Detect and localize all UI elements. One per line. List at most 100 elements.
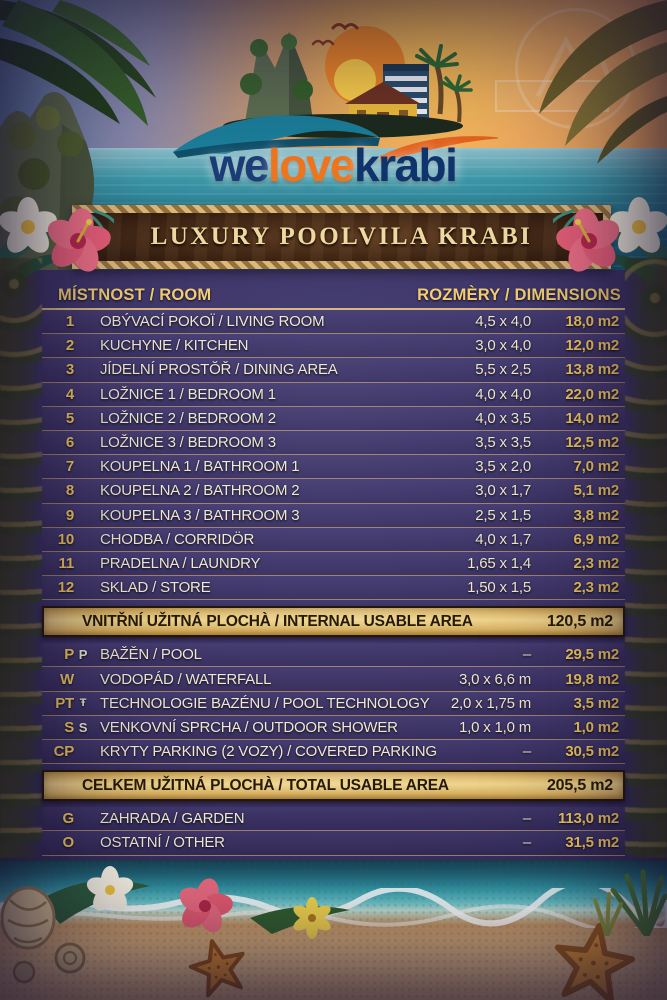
row-name: LOŽNICE 2 / BEDROOM 2 [100,409,276,427]
row-id: 9 [65,506,74,524]
row-dimensions: 4,0 x 4,0 [475,385,531,403]
row-area: 3,8 m2 [573,506,620,524]
row-name: OBÝVACÍ POKOÏ / LIVING ROOM [100,313,325,331]
row-id: 4 [65,385,74,403]
table-row: O OSTATNÍ / OTHER – 31,5 m2 [42,831,625,856]
row-dimensions: 3,0 x 1,7 [475,482,531,500]
beach-scene [0,860,667,1000]
beach-flowers-icon [0,860,360,945]
logo-love: love [267,139,356,191]
table-row: 8 KOUPELNA 2 / BATHROOM 2 3,0 x 1,7 5,1 m2 [42,479,625,504]
seashells-icon [0,880,120,995]
row-dimensions: 4,0 x 3,5 [475,409,531,427]
row-name: JÍDELNÍ PROSTŎŘ / DINING AREA [100,361,338,379]
palm-frond-icon [507,0,667,175]
row-id: O [62,834,75,852]
row-id: P [64,646,74,664]
row-dimensions: 4,5 x 4,0 [475,313,531,331]
row-dimensions: 5,5 x 2,5 [475,361,531,379]
page-title: LUXURY POOLVILA KRABI [150,223,533,250]
row-area: 13,8 m2 [565,361,619,379]
total-band-internal: VNITŘNÍ UŽITNÁ PLOCHÀ / INTERNAL USABLE … [42,606,625,638]
logo-wave-icon [168,106,506,171]
row-dimensions: 2,0 x 1,75 m [450,694,531,712]
table-row: 2 KUCHYNE / KITCHEN 3,0 x 4,0 12,0 m2 [42,334,625,359]
row-name: VODOPÁD / WATERFALL [100,670,272,688]
total-band-usable: CELKEM UŽITNÁ PLOCHÀ / TOTAL USABLE AREA… [42,770,625,802]
row-dimensions: 1,0 x 1,0 m [458,718,531,736]
table-row: 6 LOŽNICE 3 / BEDROOM 3 3,5 x 3,5 12,5 m2 [42,430,625,456]
row-name: KOUPELNA 1 / BATHROOM 1 [100,458,300,476]
row-name: KUCHYNE / KITCHEN [100,337,249,355]
row-name: VENKOVNÍ SPRCHA / OUTDOOR SHOWER [100,718,398,736]
table-row: S S VENKOVNÍ SPRCHA / OUTDOOR SHOWER 1,0 x … [42,715,625,740]
hibiscus-flowers-icon [545,189,667,294]
row-area: 22,0 m2 [565,385,619,403]
table-row: G ZAHRADA / GARDEN – 113,0 m2 [42,807,625,832]
row-name: OSTATNÍ / OTHER [100,834,225,852]
logo-wordmark: welovekrabi [168,142,498,188]
row-dimensions: 3,5 x 3,5 [475,434,531,452]
row-id: 8 [65,482,74,500]
row-dimensions: 3,0 x 6,6 m [458,670,531,688]
row-id: 11 [58,554,75,572]
row-dimensions: – [522,743,531,761]
band-area: 205,5 m2 [546,776,613,794]
row-name: SKLAD / STORE [100,579,211,597]
logo-krabi: krabi [353,139,458,191]
row-dimensions: 4,0 x 1,7 [475,530,531,548]
row-id: 1 [65,313,74,331]
row-name: PRADELNA / LAUNDRY [100,554,261,572]
header-room: MÍSTNOST / ROOM [58,285,212,304]
row-id: 12 [57,579,74,597]
row-id: 6 [65,434,74,452]
row-name: BAŽĚN / POOL [100,646,202,664]
table-row: 1 OBÝVACÍ POKOÏ / LIVING ROOM 4,5 x 4,0 18,… [42,310,625,335]
row-name: KRYTY PARKING (2 VOZY) / COVERED PARKING… [100,743,436,761]
row-dimensions: 3,5 x 2,0 [475,458,531,476]
row-area: 2,3 m2 [573,579,620,597]
row-dimensions: – [522,834,531,852]
row-id: 2 [65,337,74,355]
row-prefix: P [78,647,88,663]
band-label: VNITŘNÍ UŽITNÁ PLOCHÀ / INTERNAL USABLE … [82,612,473,630]
row-id: 5 [65,409,74,427]
palm-frond-icon [0,0,230,155]
table-row: 5 LOŽNICE 2 / BEDROOM 2 4,0 x 3,5 14,0 m2 [42,406,625,431]
logo: welovekrabi [168,14,506,199]
row-area: 1,0 m2 [573,718,620,736]
row-area: 30,5 m2 [565,743,619,761]
row-area: 2,3 m2 [573,554,620,572]
row-id: CP [53,743,75,761]
row-id: G [62,810,75,828]
row-area: 12,5 m2 [565,434,619,452]
row-id: 7 [65,458,74,476]
row-name: LOŽNICE 1 / BEDROOM 1 [100,385,276,403]
row-dimensions: 1,65 x 1,4 [467,554,531,572]
row-area: 113,0 m2 [558,810,619,828]
side-foliage [0,258,42,858]
table-row: PT Ŧ TECHNOLOGIE BAZÉNU / POOL TECHNOLOGY 2… [42,691,625,716]
row-dimensions: 1,50 x 1,5 [467,579,531,597]
beach-plants-icon [577,866,667,941]
title-banner: LUXURY POOLVILA KRABI [72,205,611,269]
area-table: MÍSTNOST / ROOM ROZMÈRY / DIMENSIONS 1 OB… [42,282,625,899]
row-prefix: Ŧ [79,697,87,710]
table-row: 12 SKLAD / STORE 1,50 x 1,5 2,3 m2 [42,576,625,601]
row-name: KOUPELNA 3 / BATHROOM 3 [100,506,300,524]
table-row: 10 CHODBA / CORRIDÖR 4,0 x 1,7 6,9 m2 [42,527,625,552]
row-name: ZAHRADA / GARDEN [100,810,245,828]
row-area: 6,9 m2 [573,530,620,548]
table-header: MÍSTNOST / ROOM ROZMÈRY / DIMENSIONS [42,282,625,310]
table-row: CP KRYTY PARKING (2 VOZY) / COVERED PARKI… [42,740,625,765]
row-area: 14,0 m2 [565,409,619,427]
row-area: 31,5 m2 [565,834,619,852]
row-name: LOŽNICE 3 / BEDROOM 3 [100,434,276,452]
row-area: 5,1 m2 [573,482,620,500]
row-area: 7,0 m2 [573,458,620,476]
row-prefix: S [78,719,88,735]
band-label: CELKEM UŽITNÁ PLOCHÀ / TOTAL USABLE AREA [82,776,449,794]
row-area: 19,8 m2 [565,670,619,688]
row-id: PT [55,694,74,712]
header-dimensions: ROZMÈRY / DIMENSIONS [417,285,621,304]
